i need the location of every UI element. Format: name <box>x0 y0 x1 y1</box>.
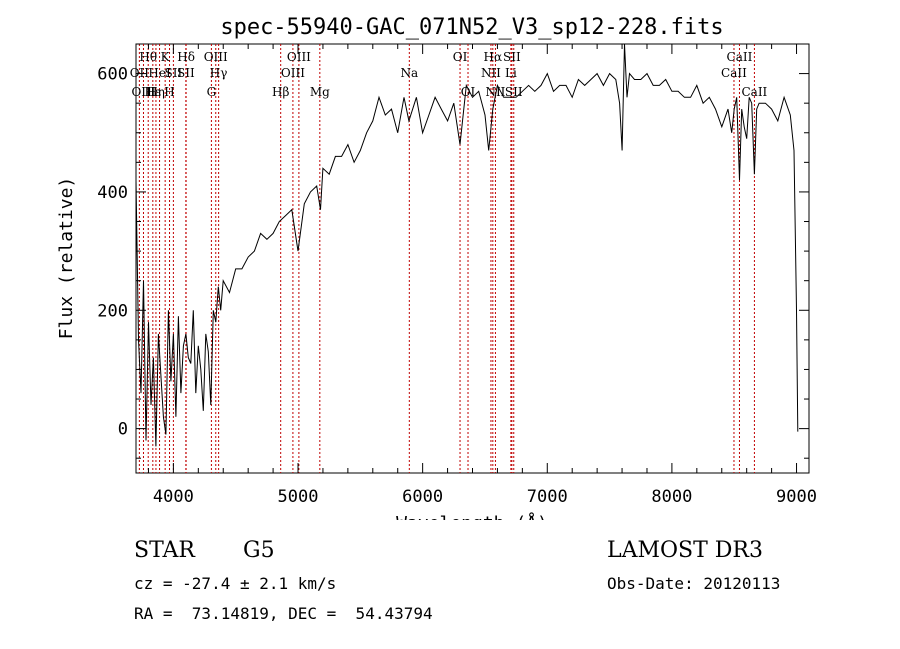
spectral-class: STAR <box>134 538 195 563</box>
x-tick-label: 8000 <box>651 487 692 507</box>
x-tick-label: 4000 <box>153 487 194 507</box>
x-axis-label: Wavelength (Å) <box>396 512 548 520</box>
line-label: OIII <box>287 50 311 64</box>
line-label: OI <box>453 50 468 64</box>
y-axis-label: Flux (relative) <box>56 177 77 340</box>
x-axis-ticks: 4000 5000 6000 7000 8000 9000 <box>147 44 817 507</box>
line-label: K <box>161 50 171 64</box>
line-label: SII <box>503 50 521 64</box>
line-label: SII <box>177 66 195 80</box>
x-tick-label: 9000 <box>776 487 817 507</box>
line-label: OIII <box>131 85 155 99</box>
line-label: OII <box>130 66 150 80</box>
y-tick-label: 400 <box>97 183 128 203</box>
plot-frame <box>135 43 810 474</box>
line-label: NII <box>485 85 505 99</box>
y-tick-label: 200 <box>97 301 128 321</box>
survey-name: LAMOST DR3 <box>607 538 763 563</box>
line-label: Na <box>400 66 418 80</box>
line-label: Hα <box>484 50 503 64</box>
line-label: Li <box>505 66 517 80</box>
chart-title: spec-55940-GAC_071N52_V3_sp12-228.fits <box>220 15 723 40</box>
spectral-subclass: G5 <box>243 538 275 563</box>
line-label: NII <box>481 66 501 80</box>
redshift-cz: cz = -27.4 ± 2.1 km/s <box>134 574 337 593</box>
y-axis-ticks: 0 200 400 600 <box>97 43 809 459</box>
x-tick-label: 7000 <box>527 487 568 507</box>
line-label: SII <box>165 66 183 80</box>
line-label: OIII <box>281 66 305 80</box>
line-label: Hγ <box>210 66 228 80</box>
line-label: H <box>164 85 174 99</box>
line-label: Hθ <box>139 50 157 64</box>
spectrum-line <box>135 43 799 447</box>
line-label: Hη <box>147 85 165 99</box>
line-label: CaII <box>741 85 767 99</box>
coordinates: RA = 73.14819, DEC = 54.43794 <box>134 604 433 623</box>
x-tick-label: 6000 <box>402 487 443 507</box>
line-label: Mg <box>310 85 330 99</box>
line-label: CaII <box>727 50 753 64</box>
y-tick-label: 0 <box>118 420 128 440</box>
line-label: Hβ <box>272 85 289 99</box>
x-tick-label: 5000 <box>278 487 319 507</box>
line-label: Hδ <box>177 50 195 64</box>
line-label: OIII <box>204 50 228 64</box>
observation-date: Obs-Date: 20120113 <box>607 574 781 593</box>
line-label: HeI <box>148 66 171 80</box>
line-label: G <box>207 85 217 99</box>
spectrum-chart: spec-55940-GAC_071N52_V3_sp12-228.fits H… <box>56 15 817 520</box>
emission-line-markers <box>138 44 755 473</box>
line-label: CaII <box>721 66 747 80</box>
line-label: Hε <box>144 85 161 99</box>
y-tick-label: 600 <box>97 65 128 85</box>
